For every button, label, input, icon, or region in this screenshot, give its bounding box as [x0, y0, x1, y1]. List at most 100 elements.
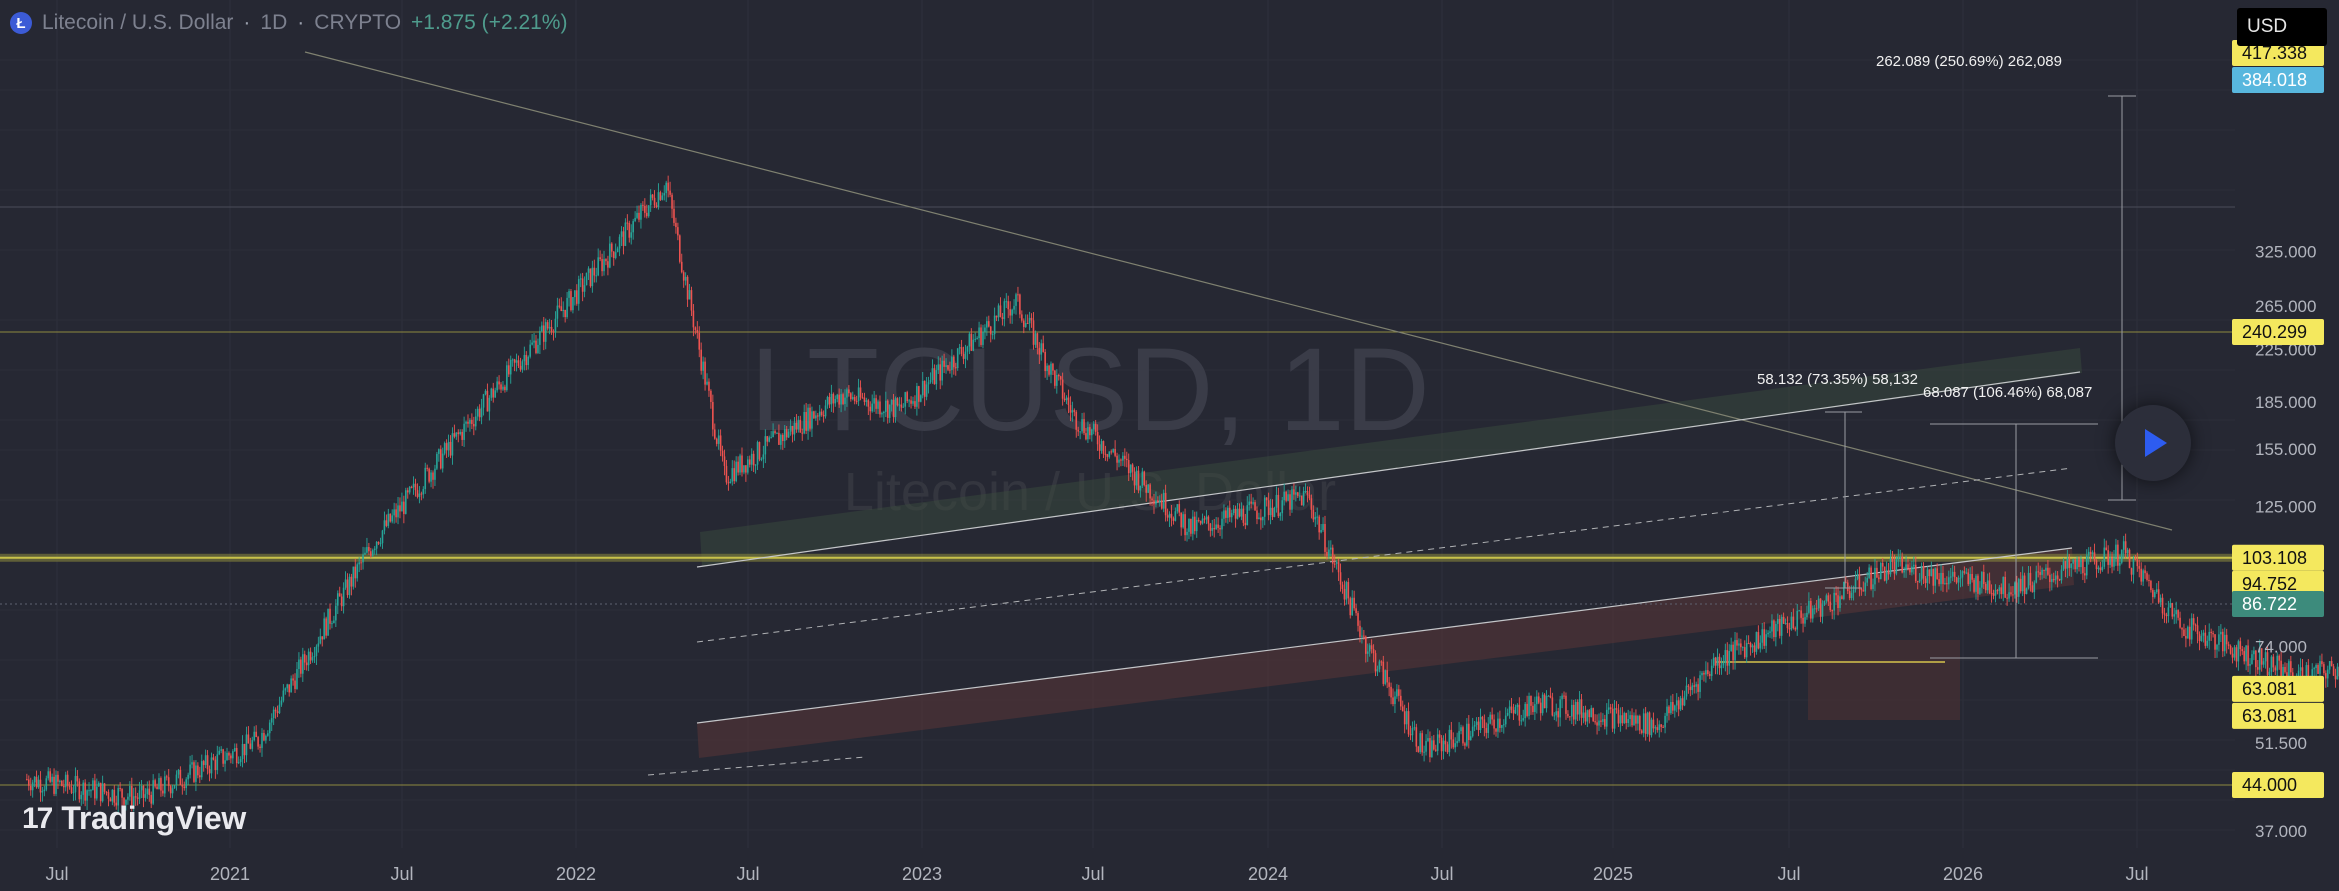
candle-body: [809, 407, 811, 429]
candle-body: [1773, 620, 1775, 638]
candle-body: [846, 389, 848, 398]
candle-body: [1145, 484, 1148, 493]
candle-body: [1691, 685, 1694, 691]
candle-body: [1054, 370, 1056, 386]
candle-body: [2319, 661, 2321, 674]
measurement-tools[interactable]: 262.089 (250.69%) 262,089 58.132 (73.35%)…: [1757, 53, 2136, 659]
candle-body: [165, 776, 168, 778]
candle-body: [354, 566, 357, 579]
candle-body: [2325, 673, 2327, 679]
candle-body: [2064, 561, 2067, 569]
candle-body: [764, 436, 767, 455]
candle-body: [243, 743, 246, 756]
candle-body: [1256, 510, 1258, 520]
candle-body: [1705, 670, 1707, 675]
price-axis-tick-label: 265.000: [2255, 297, 2316, 316]
candle-body: [1174, 511, 1177, 521]
price-axis-tick-label: 325.000: [2255, 242, 2316, 261]
price-axis-tick-label: 185.000: [2255, 393, 2316, 412]
candle-body: [797, 419, 800, 430]
candle-body: [2233, 647, 2236, 658]
candle-body: [1180, 512, 1182, 528]
candle-body: [735, 461, 737, 482]
candle-body: [434, 468, 436, 480]
candle-body: [533, 340, 535, 343]
candle-body: [1124, 455, 1126, 459]
candle-body: [892, 399, 895, 418]
candle-body: [39, 779, 42, 793]
candle-body: [303, 654, 306, 663]
candle-body: [1512, 709, 1515, 714]
candle-body: [1600, 720, 1602, 722]
price-axis-tick-label: 155.000: [2255, 440, 2316, 459]
candle-body: [719, 435, 722, 451]
candle-body: [958, 347, 961, 349]
candle-body: [1015, 294, 1017, 306]
candle-body: [1322, 524, 1324, 530]
candle-body: [1172, 518, 1175, 521]
horizontal-levels[interactable]: [0, 206, 2235, 786]
candle-body: [2144, 570, 2146, 574]
candle-body: [1668, 706, 1670, 714]
time-axis[interactable]: Jul 2021 Jul 2022 Jul 2023 Jul 2024 Jul 2025 Jul 20…: [45, 864, 2148, 884]
candle-body: [1141, 471, 1144, 486]
candle-body: [1242, 508, 1245, 523]
candle-body: [62, 786, 65, 788]
candle-body: [986, 321, 988, 328]
candle-body: [679, 235, 681, 262]
candle-body: [2033, 582, 2036, 593]
replay-play-button[interactable]: [2115, 405, 2191, 481]
candle-body: [754, 464, 757, 466]
price-axis[interactable]: 37.000 51.500 74.000 125.000 155.000 185.000 2…: [2255, 242, 2316, 841]
candle-body: [1823, 600, 1826, 605]
candle-body: [183, 786, 186, 789]
candle-body: [1901, 556, 1903, 573]
candle-body: [1021, 314, 1023, 321]
candle-body: [774, 431, 776, 433]
candle-body: [511, 359, 514, 361]
candle-body: [233, 747, 236, 752]
candle-body: [1361, 635, 1363, 637]
candle-body: [2146, 573, 2148, 580]
currency-button[interactable]: USD: [2237, 8, 2327, 46]
candle-body: [1199, 520, 1202, 524]
trend-lines[interactable]: [304, 51, 2173, 776]
candle-body: [276, 711, 279, 714]
candle-body: [509, 360, 512, 375]
price-label-text: 417.338: [2242, 43, 2307, 63]
candle-body: [1726, 650, 1729, 666]
candle-body: [2117, 544, 2119, 566]
candle-body: [132, 796, 135, 806]
candle-body: [2021, 575, 2024, 592]
candle-body: [2330, 661, 2333, 667]
candle-body: [894, 398, 897, 418]
candle-body: [741, 455, 743, 473]
candle-body: [970, 333, 973, 351]
candle-body: [830, 393, 833, 405]
candle-body: [2235, 647, 2238, 662]
candle-body: [1693, 685, 1696, 687]
candle-body: [1810, 600, 1812, 619]
candle-body: [101, 783, 104, 802]
candle-body: [142, 785, 145, 798]
candle-body: [1839, 596, 1841, 608]
symbol-header[interactable]: Ł Litecoin / U.S. Dollar · 1D · CRYPTO +…: [10, 8, 567, 38]
candle-body: [1547, 695, 1550, 697]
candle-body: [2132, 558, 2135, 575]
candle-body: [1961, 571, 1964, 578]
price-label: 63.081: [2232, 702, 2324, 729]
candle-body: [680, 261, 683, 273]
tradingview-logo[interactable]: 17 TradingView: [22, 800, 246, 837]
candle-body: [506, 365, 508, 391]
candle-body: [1429, 738, 1431, 758]
candle-body: [1341, 584, 1344, 589]
candle-body: [1811, 608, 1814, 619]
candle-body: [558, 305, 561, 307]
candle-body: [760, 458, 763, 460]
candle-body: [1487, 723, 1490, 733]
candle-body: [960, 347, 963, 354]
descending-trendline: [304, 51, 2173, 531]
lower-parallel-line: [647, 756, 866, 776]
candle-body: [1116, 455, 1118, 463]
